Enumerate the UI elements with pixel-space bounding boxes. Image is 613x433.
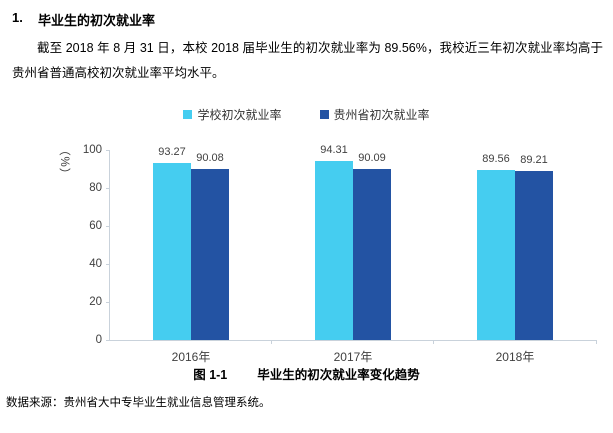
data-source-note: 数据来源：贵州省大中专毕业生就业信息管理系统。 [6,397,271,409]
x-category-label: 2018年 [495,350,535,364]
y-tick-label: 20 [89,295,102,308]
chart-legend: 学校初次就业率 贵州省初次就业率 [0,106,613,123]
section-title: 毕业生的初次就业率 [38,13,156,28]
y-tick-label: 0 [95,333,102,346]
bar-school: 93.27 [152,146,191,340]
y-tick-mark [106,149,110,151]
bar-group: 89.56 89.21 [434,150,596,340]
bar-value-label: 89.56 [482,152,510,165]
y-tick-mark [106,301,110,303]
legend-swatch-icon [183,110,193,119]
employment-rate-chart: 学校初次就业率 贵州省初次就业率 （%） 0 20 40 60 80 100 93.27 90.… [0,88,613,364]
bar-value-label: 90.08 [196,151,224,164]
figure-caption-text: 毕业生的初次就业率变化趋势 [257,368,420,382]
bar-group: 94.31 90.09 [272,144,434,340]
x-tick-mark [595,340,597,344]
legend-label: 贵州省初次就业率 [333,108,430,122]
plot-area: （%） 0 20 40 60 80 100 93.27 90.08 2016年 94.31 90.0… [58,144,597,364]
bar-value-label: 93.27 [158,145,186,158]
y-tick-label: 100 [82,143,102,156]
bar-school: 94.31 [314,144,353,340]
x-tick-mark [271,340,273,344]
bar-province: 89.21 [514,154,553,340]
x-category-label: 2016年 [171,350,211,364]
y-axis-title: （%） [58,144,70,181]
legend-item-school: 学校初次就业率 [183,106,282,123]
x-category-label: 2017年 [333,350,373,364]
bar-value-label: 94.31 [320,143,348,156]
y-tick-mark [106,225,110,227]
section-number: 1. [12,10,23,25]
body-paragraph: 截至 2018 年 8 月 31 日，本校 2018 届毕业生的初次就业率为 8… [12,41,603,80]
y-tick-label: 80 [89,181,102,194]
bar-group: 93.27 90.08 [110,146,272,340]
section-heading: 1. 毕业生的初次就业率 [0,0,613,29]
legend-item-province: 贵州省初次就业率 [319,106,430,123]
figure-caption: 图 1-1 毕业生的初次就业率变化趋势 [0,364,613,383]
y-tick-mark [106,263,110,265]
bar-school: 89.56 [476,153,515,340]
bar-value-label: 89.21 [520,153,548,166]
bar-province: 90.08 [190,152,229,340]
figure-caption-label: 图 1-1 [193,368,228,382]
bar-province: 90.09 [352,152,391,340]
legend-swatch-icon [319,110,329,119]
y-tick-mark [106,339,110,341]
y-tick-label: 60 [89,219,102,232]
legend-label: 学校初次就业率 [197,108,282,122]
bar-value-label: 90.09 [358,151,386,164]
x-tick-mark [433,340,435,344]
y-tick-label: 40 [89,257,102,270]
y-tick-mark [106,187,110,189]
